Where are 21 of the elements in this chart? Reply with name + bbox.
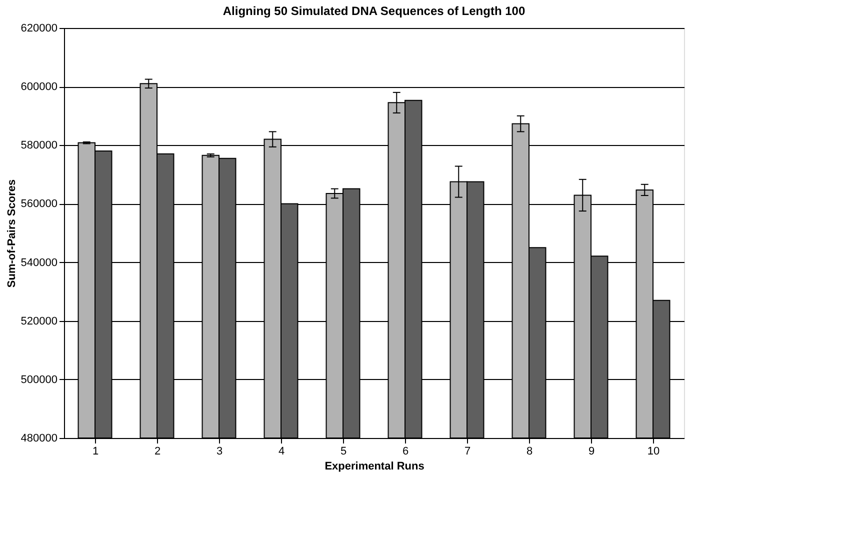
- chart-title: Aligning 50 Simulated DNA Sequences of Length 100: [222, 4, 526, 18]
- y-tick-label: 480000: [20, 432, 58, 444]
- x-tick-label: 6: [402, 446, 409, 458]
- x-tick-label: 9: [588, 446, 595, 458]
- y-tick-label: 500000: [20, 374, 58, 386]
- x-tick-label: 4: [278, 446, 285, 458]
- y-tick-label: 620000: [20, 22, 58, 34]
- y-tick-label: 600000: [20, 81, 58, 94]
- x-tick-label: 5: [340, 446, 347, 458]
- y-axis-title: Sum-of-Pairs Scores: [6, 179, 18, 288]
- x-tick-label: 10: [647, 446, 660, 458]
- x-tick-label: 8: [526, 446, 533, 458]
- y-tick-label: 560000: [20, 198, 58, 210]
- x-tick-label: 3: [216, 446, 223, 458]
- x-tick-label: 1: [92, 446, 99, 458]
- y-tick-label: 520000: [20, 315, 58, 328]
- x-tick-label: 2: [154, 446, 161, 458]
- y-tick-label: 540000: [20, 256, 58, 269]
- y-tick-label: 580000: [20, 140, 58, 152]
- x-tick-label: 7: [464, 446, 471, 458]
- x-axis-title: Experimental Runs: [324, 460, 424, 472]
